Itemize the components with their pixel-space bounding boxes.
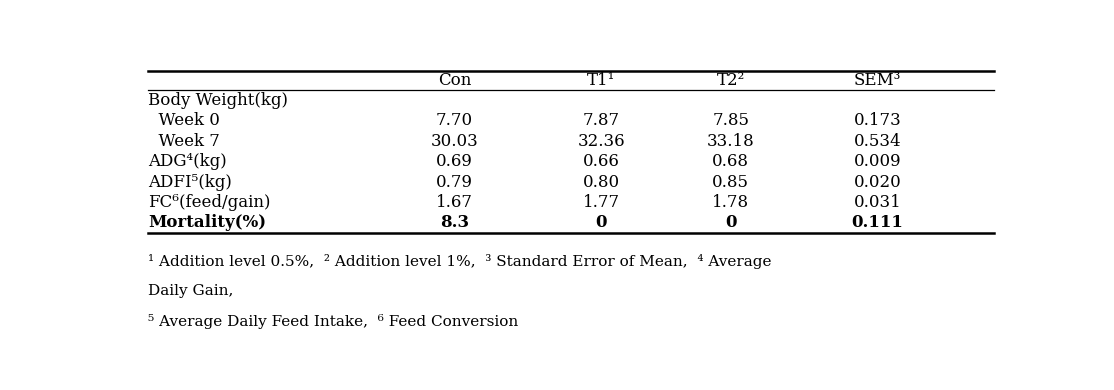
Text: 0.85: 0.85 <box>712 174 749 191</box>
Text: 33.18: 33.18 <box>706 133 754 150</box>
Text: 30.03: 30.03 <box>430 133 478 150</box>
Text: 0.031: 0.031 <box>853 194 901 211</box>
Text: Con: Con <box>438 72 471 89</box>
Text: 7.70: 7.70 <box>436 112 473 129</box>
Text: 1.67: 1.67 <box>436 194 472 211</box>
Text: 0.020: 0.020 <box>853 174 901 191</box>
Text: 8.3: 8.3 <box>440 214 469 231</box>
Text: Week 7: Week 7 <box>148 133 219 150</box>
Text: ⁵ Average Daily Feed Intake,  ⁶ Feed Conversion: ⁵ Average Daily Feed Intake, ⁶ Feed Conv… <box>148 314 518 329</box>
Text: 1.78: 1.78 <box>712 194 750 211</box>
Text: Week 0: Week 0 <box>148 112 219 129</box>
Text: T2²: T2² <box>716 72 745 89</box>
Text: FC⁶(feed/gain): FC⁶(feed/gain) <box>148 194 271 211</box>
Text: 0.80: 0.80 <box>583 174 619 191</box>
Text: SEM³: SEM³ <box>853 72 901 89</box>
Text: 0.68: 0.68 <box>712 153 749 170</box>
Text: 32.36: 32.36 <box>577 133 625 150</box>
Text: ADG⁴(kg): ADG⁴(kg) <box>148 153 226 170</box>
Text: 0: 0 <box>725 214 736 231</box>
Text: 0.66: 0.66 <box>583 153 619 170</box>
Text: 7.87: 7.87 <box>583 112 619 129</box>
Text: 1.77: 1.77 <box>583 194 619 211</box>
Text: 0.009: 0.009 <box>853 153 901 170</box>
Text: T1¹: T1¹ <box>587 72 615 89</box>
Text: 0: 0 <box>595 214 607 231</box>
Text: 0.534: 0.534 <box>853 133 901 150</box>
Text: ¹ Addition level 0.5%,  ² Addition level 1%,  ³ Standard Error of Mean,  ⁴ Avera: ¹ Addition level 0.5%, ² Addition level … <box>148 254 771 269</box>
Text: ADFI⁵(kg): ADFI⁵(kg) <box>148 174 232 191</box>
Text: Mortality(%): Mortality(%) <box>148 214 266 231</box>
Text: 0.79: 0.79 <box>436 174 472 191</box>
Text: 0.173: 0.173 <box>853 112 901 129</box>
Text: 0.69: 0.69 <box>436 153 472 170</box>
Text: Daily Gain,: Daily Gain, <box>148 284 233 298</box>
Text: Body Weight(kg): Body Weight(kg) <box>148 92 287 109</box>
Text: 7.85: 7.85 <box>712 112 749 129</box>
Text: 0.111: 0.111 <box>851 214 903 231</box>
